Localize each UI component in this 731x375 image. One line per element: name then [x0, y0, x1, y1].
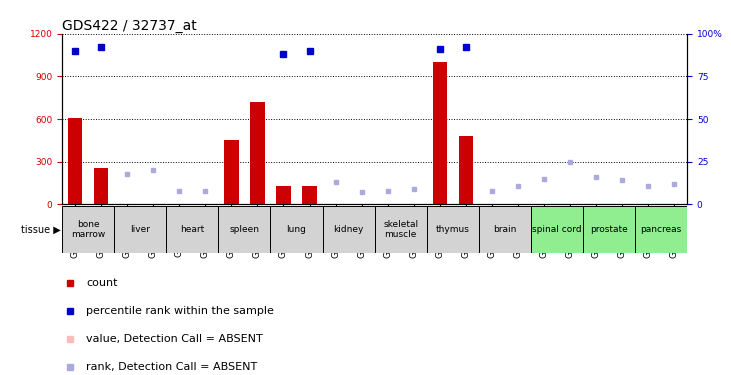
Text: pancreas: pancreas	[640, 225, 682, 234]
Bar	[276, 186, 291, 204]
Text: tissue ▶: tissue ▶	[21, 225, 61, 235]
Bar	[167, 206, 219, 253]
Bar	[531, 206, 583, 253]
Text: lung: lung	[287, 225, 306, 234]
Bar	[68, 118, 83, 204]
Bar	[479, 206, 531, 253]
Text: value, Detection Call = ABSENT: value, Detection Call = ABSENT	[86, 334, 262, 344]
Bar	[427, 206, 479, 253]
Bar	[250, 102, 265, 204]
Text: heart: heart	[181, 225, 205, 234]
Text: GDS422 / 32737_at: GDS422 / 32737_at	[62, 19, 197, 33]
Text: liver: liver	[130, 225, 151, 234]
Bar	[219, 206, 270, 253]
Bar	[224, 140, 238, 204]
Text: spleen: spleen	[230, 225, 260, 234]
Bar	[583, 206, 635, 253]
Text: percentile rank within the sample: percentile rank within the sample	[86, 306, 274, 316]
Bar	[62, 206, 114, 253]
Text: kidney: kidney	[333, 225, 364, 234]
Text: count: count	[86, 278, 118, 288]
Text: thymus: thymus	[436, 225, 470, 234]
Text: brain: brain	[493, 225, 517, 234]
Bar	[270, 206, 322, 253]
Bar	[433, 62, 447, 204]
Bar	[635, 206, 687, 253]
Bar	[374, 206, 427, 253]
Text: rank, Detection Call = ABSENT: rank, Detection Call = ABSENT	[86, 362, 257, 372]
Bar	[322, 206, 374, 253]
Text: prostate: prostate	[590, 225, 628, 234]
Text: skeletal
muscle: skeletal muscle	[383, 220, 418, 239]
Bar	[303, 186, 317, 204]
Bar	[458, 136, 473, 204]
Bar	[94, 168, 108, 204]
Bar	[114, 206, 167, 253]
Text: bone
marrow: bone marrow	[71, 220, 105, 239]
Text: spinal cord: spinal cord	[532, 225, 582, 234]
